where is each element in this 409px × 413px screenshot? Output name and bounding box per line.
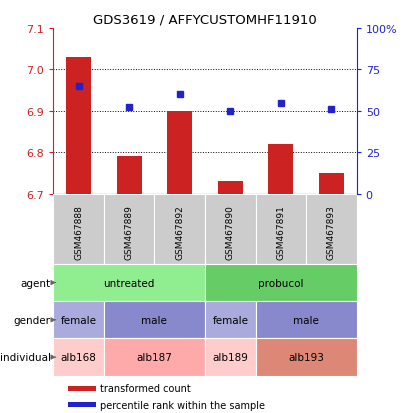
Text: untreated: untreated <box>103 278 155 288</box>
Bar <box>255 339 356 376</box>
Bar <box>204 264 356 301</box>
Bar <box>255 194 306 264</box>
Bar <box>116 157 142 194</box>
Bar <box>53 264 204 301</box>
Text: probucol: probucol <box>258 278 303 288</box>
Text: GSM467888: GSM467888 <box>74 204 83 259</box>
Bar <box>53 339 103 376</box>
Bar <box>53 194 103 264</box>
Bar <box>204 194 255 264</box>
Text: percentile rank within the sample: percentile rank within the sample <box>100 400 265 410</box>
Text: alb168: alb168 <box>61 352 96 362</box>
Bar <box>103 339 204 376</box>
Text: gender: gender <box>14 315 51 325</box>
Text: GSM467891: GSM467891 <box>276 204 285 259</box>
Bar <box>255 301 356 339</box>
Bar <box>204 339 255 376</box>
Bar <box>68 386 96 391</box>
Text: male: male <box>141 315 167 325</box>
Text: agent: agent <box>20 278 51 288</box>
Bar <box>306 194 356 264</box>
Text: GSM467890: GSM467890 <box>225 204 234 259</box>
Text: GSM467889: GSM467889 <box>124 204 133 259</box>
Bar <box>53 301 103 339</box>
Text: alb193: alb193 <box>288 352 323 362</box>
Text: GSM467892: GSM467892 <box>175 204 184 259</box>
Bar <box>318 173 343 194</box>
Text: male: male <box>292 315 318 325</box>
Bar <box>66 58 91 194</box>
Text: female: female <box>61 315 97 325</box>
Bar <box>68 402 96 407</box>
Bar <box>103 301 204 339</box>
Bar <box>103 194 154 264</box>
Bar <box>217 182 242 194</box>
Text: GSM467893: GSM467893 <box>326 204 335 259</box>
Text: transformed count: transformed count <box>100 383 191 393</box>
Text: female: female <box>212 315 248 325</box>
Bar <box>267 145 293 194</box>
Bar <box>166 112 192 194</box>
Title: GDS3619 / AFFYCUSTOMHF11910: GDS3619 / AFFYCUSTOMHF11910 <box>93 13 316 26</box>
Bar <box>154 194 204 264</box>
Text: individual: individual <box>0 352 51 362</box>
Text: alb189: alb189 <box>212 352 247 362</box>
Bar <box>204 301 255 339</box>
Text: alb187: alb187 <box>136 352 172 362</box>
